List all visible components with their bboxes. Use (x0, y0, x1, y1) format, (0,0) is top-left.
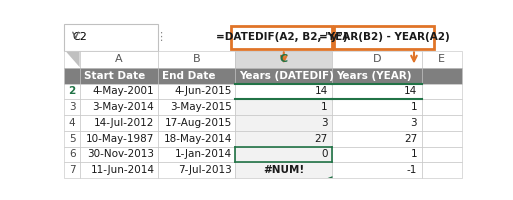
Bar (235, 68, 332, 84)
Text: 1: 1 (410, 149, 417, 159)
Text: 1-Jan-2014: 1-Jan-2014 (175, 149, 232, 159)
Bar (422, 162, 462, 178)
Text: =YEAR(B2) - YEAR(A2): =YEAR(B2) - YEAR(A2) (319, 32, 449, 42)
Text: 4: 4 (69, 118, 75, 128)
Bar (80, 84, 157, 99)
Text: 4-Jun-2015: 4-Jun-2015 (174, 86, 232, 96)
Text: 5: 5 (69, 134, 75, 144)
Bar (157, 131, 235, 147)
Bar (235, 162, 332, 178)
Bar (64, 68, 80, 84)
Text: 3-May-2015: 3-May-2015 (170, 102, 232, 112)
Text: 2: 2 (68, 86, 76, 96)
Text: 30-Nov-2013: 30-Nov-2013 (87, 149, 154, 159)
Bar (332, 51, 422, 68)
Bar (64, 131, 80, 147)
Bar (334, 26, 434, 49)
Bar (80, 162, 157, 178)
Text: 7: 7 (69, 165, 75, 175)
Text: C2: C2 (73, 32, 87, 42)
Text: 0: 0 (321, 149, 328, 159)
Bar (235, 131, 332, 147)
Text: #NUM!: #NUM! (263, 165, 304, 175)
Bar (64, 51, 80, 68)
Bar (332, 147, 422, 162)
Text: 14-Jul-2012: 14-Jul-2012 (94, 118, 154, 128)
Bar (80, 147, 157, 162)
Polygon shape (328, 176, 332, 178)
Bar (235, 99, 332, 115)
Text: ⋮: ⋮ (155, 32, 166, 42)
Bar (332, 68, 422, 84)
Text: A: A (115, 54, 123, 64)
Text: 3-May-2014: 3-May-2014 (93, 102, 154, 112)
Polygon shape (66, 52, 80, 67)
Text: 3: 3 (321, 118, 328, 128)
Bar (231, 26, 332, 49)
Text: Years (YEAR): Years (YEAR) (337, 71, 412, 81)
Text: 1: 1 (410, 102, 417, 112)
Bar (157, 115, 235, 131)
Text: B: B (192, 54, 200, 64)
Text: 27: 27 (404, 134, 417, 144)
Bar (80, 99, 157, 115)
Bar (157, 68, 235, 84)
Text: D: D (373, 54, 382, 64)
Bar (332, 131, 422, 147)
Text: 3: 3 (410, 118, 417, 128)
Text: 17-Aug-2015: 17-Aug-2015 (165, 118, 232, 128)
Bar (80, 51, 157, 68)
Bar (157, 84, 235, 99)
Bar (235, 51, 332, 68)
Bar (422, 51, 462, 68)
Bar (64, 162, 80, 178)
Bar (422, 68, 462, 84)
Bar (64, 99, 80, 115)
Bar (80, 68, 157, 84)
Text: 11-Jun-2014: 11-Jun-2014 (90, 165, 154, 175)
Bar (235, 84, 332, 99)
Bar (157, 51, 235, 68)
Bar (422, 115, 462, 131)
Bar (64, 84, 80, 99)
Bar (332, 99, 422, 115)
Bar (332, 162, 422, 178)
Text: Start Date: Start Date (84, 71, 145, 81)
Text: 3: 3 (69, 102, 75, 112)
Text: 1: 1 (321, 102, 328, 112)
Bar (80, 131, 157, 147)
Text: 27: 27 (314, 134, 328, 144)
Text: 14: 14 (404, 86, 417, 96)
Text: C: C (280, 54, 288, 64)
Text: -1: -1 (407, 165, 417, 175)
Bar (235, 147, 332, 162)
Bar (64, 115, 80, 131)
Bar (422, 147, 462, 162)
Text: Years (DATEDIF): Years (DATEDIF) (239, 71, 334, 81)
Text: 6: 6 (69, 149, 75, 159)
Text: E: E (438, 54, 445, 64)
Bar (422, 131, 462, 147)
Text: End Date: End Date (162, 71, 215, 81)
Bar (332, 115, 422, 131)
Bar (64, 147, 80, 162)
Bar (422, 99, 462, 115)
Bar (64, 24, 157, 51)
Bar (157, 147, 235, 162)
Bar (80, 115, 157, 131)
Text: =DATEDIF(A2, B2, "y"): =DATEDIF(A2, B2, "y") (216, 32, 348, 42)
Text: 18-May-2014: 18-May-2014 (164, 134, 232, 144)
Bar (235, 115, 332, 131)
Bar (157, 162, 235, 178)
Text: 14: 14 (314, 86, 328, 96)
Text: 4-May-2001: 4-May-2001 (93, 86, 154, 96)
Bar (332, 84, 422, 99)
Text: 10-May-1987: 10-May-1987 (86, 134, 154, 144)
Bar (422, 84, 462, 99)
Text: 7-Jul-2013: 7-Jul-2013 (178, 165, 232, 175)
Bar (157, 99, 235, 115)
